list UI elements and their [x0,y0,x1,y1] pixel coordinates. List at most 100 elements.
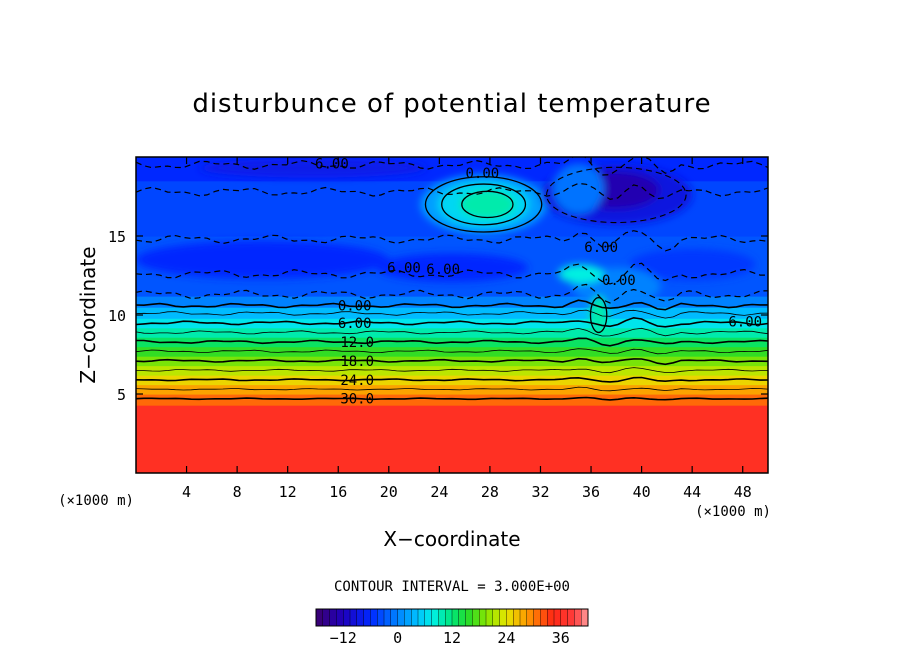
negative-contour-line-1 [136,262,768,285]
colorbar-segment-11 [390,608,399,627]
colorbar-segment-34 [547,608,555,627]
contour-lines [136,166,768,401]
colorbar-segment-26 [492,608,501,627]
colorbar-segment-10 [383,608,392,627]
contour-line-6 [136,337,768,347]
negative-contour-lines [136,157,768,304]
colorbar-segment-7 [363,608,371,627]
colorbar-segment-9 [377,608,385,627]
colorbar-tick-label-2: 12 [443,629,461,647]
anomaly-contour-3 [545,166,687,224]
colorbar-segment-19 [445,608,453,627]
colorbar-segment-30 [519,608,528,627]
colorbar-tick-label-1: 0 [393,629,402,647]
colorbar-segment-21 [458,608,467,627]
colorbar-segment-31 [526,608,535,627]
contour-label-6: 6.00 [728,314,762,330]
colorbar-segment-15 [417,608,426,627]
colorbar-segment-0 [315,608,324,627]
contour-label-8: 6.00 [426,262,460,278]
x-tick-label-4: 20 [380,483,398,501]
x-tick-label-7: 32 [531,483,549,501]
x-tick-label-5: 24 [430,483,448,501]
color-band-11 [136,296,768,308]
contour-line-7 [136,327,768,337]
anomaly-region-6 [376,253,528,282]
x-axis-ticks: 4 8 12 16 20 24 28 32 36 40 44 48 [182,157,752,501]
x-tick-label-8: 36 [582,483,600,501]
colorbar-tick-labels: −12 0 12 24 36 [330,629,570,647]
x-tick-label-10: 44 [683,483,701,501]
x-unit-left: (×1000 m) [58,493,134,509]
anomaly-region-9 [558,264,604,284]
colorbar-frame [315,608,589,627]
contour-labels: 30.024.018.012.06.000.006.006.00 6.006.00… [315,156,762,407]
contour-label-4: 6.00 [338,316,372,332]
colorbar [315,608,589,627]
anomaly-region-2 [459,190,516,219]
contour-interval-text: CONTOUR INTERVAL = 3.000E+00 [334,579,570,595]
colorbar-segment-27 [499,608,507,627]
colorbar-tick-label-3: 24 [497,629,515,647]
contour-label-10: 0.00 [465,166,499,182]
colorbar-segment-39 [581,608,589,627]
colorbar-tick-label-0: −12 [330,629,357,647]
x-tick-label-3: 16 [329,483,347,501]
y-tick-label-0: 5 [117,386,126,404]
colorbar-segment-29 [513,608,521,627]
colorbar-segment-6 [356,608,365,627]
contour-label-3: 12.0 [340,335,374,351]
contour-line-0 [136,396,768,401]
colorbar-segment-38 [574,608,582,627]
contour-label-5: 0.00 [338,299,372,315]
colorbar-segment-24 [479,608,487,627]
colorbar-segment-23 [472,608,480,627]
colorbar-segment-33 [540,608,548,627]
anomaly-regions [136,158,756,334]
colorbar-segment-17 [431,608,439,627]
colorbar-segment-32 [533,608,541,627]
color-band-9 [136,318,768,329]
anomaly-region-10 [589,296,608,334]
colorbar-segment-1 [322,608,331,627]
colorbar-segment-8 [370,608,378,627]
negative-contour-line-0 [136,283,768,304]
contour-line-2 [136,376,768,383]
x-tick-label-6: 28 [481,483,499,501]
contour-label-1: 24.0 [340,373,374,389]
colorbar-tick-label-4: 36 [552,629,570,647]
contour-line-10 [136,299,768,311]
color-band-6 [136,346,768,357]
colorbar-segment-20 [451,608,460,627]
anomaly-contour-1 [441,183,527,226]
contour-line-3 [136,367,768,374]
contour-label-11: 6.00 [584,240,618,256]
colorbar-segment-36 [560,608,569,627]
x-unit-right: (×1000 m) [695,504,771,520]
x-tick-label-9: 40 [633,483,651,501]
anomaly-region-5 [136,240,389,279]
colorbar-segment-5 [349,608,358,627]
colorbar-segment-25 [485,608,494,627]
colorbar-segment-37 [567,608,575,627]
contour-label-9: 6.00 [315,156,349,172]
y-axis-title: Z−coordinate [76,246,100,383]
colorbar-segment-4 [343,608,351,627]
color-band-10 [136,307,768,319]
contour-label-2: 18.0 [340,354,374,370]
colorbar-segment-2 [329,608,337,627]
x-tick-label-2: 12 [279,483,297,501]
y-tick-label-2: 15 [108,228,126,246]
anomaly-region-7 [628,248,756,281]
anomaly-contour-0 [424,176,543,233]
contour-line-1 [136,386,768,392]
y-axis-ticks: 5 10 15 [108,228,768,404]
negative-contour-line-4 [136,157,768,176]
colorbar-segment-22 [465,608,473,627]
colorbar-segment-3 [336,608,344,627]
negative-contour-line-3 [136,182,768,200]
colorbar-segment-28 [506,608,514,627]
contour-label-7: 6.00 [387,261,421,277]
x-tick-label-11: 48 [734,483,752,501]
colorbar-segment-16 [424,608,433,627]
